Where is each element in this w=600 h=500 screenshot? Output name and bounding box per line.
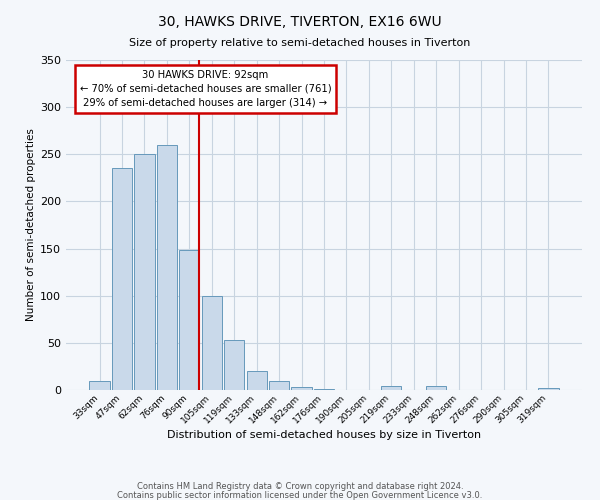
Bar: [157, 145, 177, 390]
Bar: [247, 371, 267, 390]
Text: Contains HM Land Registry data © Crown copyright and database right 2024.: Contains HM Land Registry data © Crown c…: [137, 482, 463, 491]
Bar: [89, 380, 110, 390]
Bar: [112, 168, 132, 390]
X-axis label: Distribution of semi-detached houses by size in Tiverton: Distribution of semi-detached houses by …: [167, 430, 481, 440]
Text: Contains public sector information licensed under the Open Government Licence v3: Contains public sector information licen…: [118, 490, 482, 500]
Bar: [381, 386, 401, 390]
Bar: [179, 250, 199, 390]
Bar: [269, 380, 289, 390]
Text: 30, HAWKS DRIVE, TIVERTON, EX16 6WU: 30, HAWKS DRIVE, TIVERTON, EX16 6WU: [158, 15, 442, 29]
Bar: [202, 296, 222, 390]
Text: 30 HAWKS DRIVE: 92sqm
← 70% of semi-detached houses are smaller (761)
29% of sem: 30 HAWKS DRIVE: 92sqm ← 70% of semi-deta…: [80, 70, 331, 108]
Bar: [292, 387, 311, 390]
Bar: [538, 388, 559, 390]
Bar: [314, 389, 334, 390]
Bar: [426, 386, 446, 390]
Text: Size of property relative to semi-detached houses in Tiverton: Size of property relative to semi-detach…: [130, 38, 470, 48]
Bar: [224, 340, 244, 390]
Bar: [134, 154, 155, 390]
Y-axis label: Number of semi-detached properties: Number of semi-detached properties: [26, 128, 36, 322]
